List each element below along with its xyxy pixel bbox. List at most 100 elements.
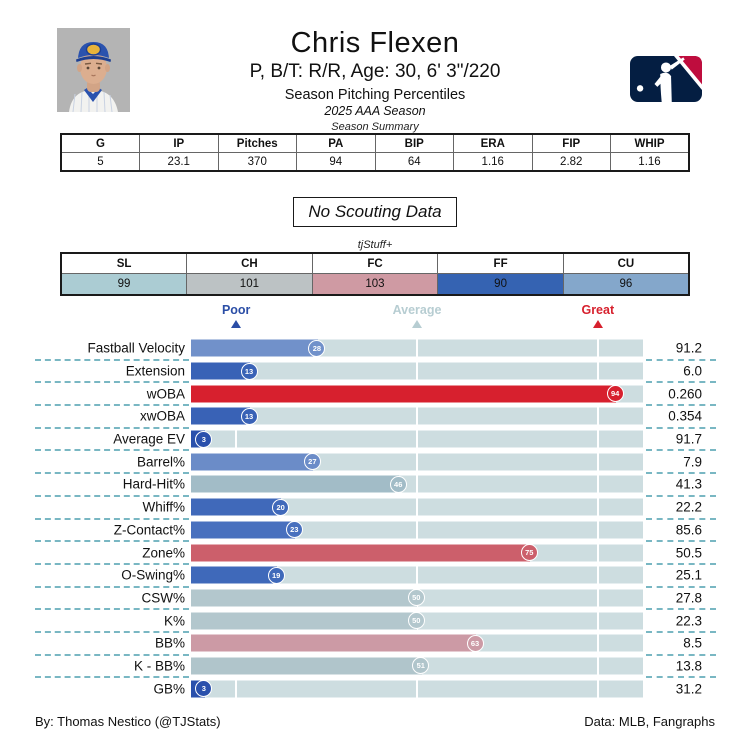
- percentile-fill: [191, 475, 399, 493]
- season-summary-header-cell: WHIP: [610, 133, 690, 153]
- tjstuff-table: SL CH FC FF CU 99 101 103 90 96: [60, 252, 690, 296]
- row-separator-dash: [35, 358, 189, 361]
- percentile-row: CSW% 50 27.8: [0, 587, 750, 611]
- stat-label: xwOBA: [139, 408, 185, 424]
- header-title-block: Chris Flexen P, B/T: R/R, Age: 30, 6' 3"…: [140, 27, 610, 119]
- season-summary-header-cell: IP: [139, 133, 219, 153]
- axis-marker-label: Average: [392, 303, 442, 317]
- row-separator-dash: [646, 653, 716, 656]
- row-separator-dash: [646, 540, 716, 543]
- season-summary-header-cell: FIP: [531, 133, 611, 153]
- row-separator-dash: [646, 494, 716, 497]
- percentile-fill: [191, 544, 530, 562]
- percentile-track: 13: [191, 407, 643, 425]
- row-separator-dash: [35, 472, 189, 475]
- percentile-row: Barrel% 27 7.9: [0, 450, 750, 475]
- percentile-badge: 46: [389, 475, 407, 493]
- tjstuff-header-cell: SL: [60, 252, 188, 274]
- percentile-row: Fastball Velocity 28 91.2: [0, 337, 750, 361]
- player-bio: P, B/T: R/R, Age: 30, 6' 3"/220: [249, 61, 501, 83]
- track-gridline: [596, 339, 599, 357]
- page-title: Chris Flexen: [290, 27, 460, 59]
- axis-marker-great: Great: [553, 303, 643, 328]
- percentile-fill: [191, 521, 295, 539]
- track-gridline: [596, 362, 599, 380]
- row-separator-dash: [646, 676, 716, 679]
- track-gridline: [416, 362, 418, 380]
- season-summary-value-cell: 370: [217, 152, 297, 172]
- stat-label: Z-Contact%: [113, 522, 185, 538]
- stat-label: BB%: [154, 635, 185, 651]
- track-gridline: [416, 339, 418, 357]
- percentile-track: 23: [191, 521, 643, 539]
- track-gridline: [596, 521, 599, 539]
- track-gridline: [596, 544, 599, 562]
- row-separator-dash: [35, 517, 189, 520]
- percentile-track: 3: [191, 430, 643, 448]
- percentile-row: K - BB% 51 13.8: [0, 655, 750, 679]
- card-subtitle: Season Pitching Percentiles: [284, 87, 466, 104]
- track-gridline: [416, 430, 418, 448]
- stat-label: CSW%: [141, 590, 186, 606]
- percentile-row: wOBA 94 0.260: [0, 382, 750, 407]
- row-separator-dash: [35, 494, 189, 497]
- footer-credit: By: Thomas Nestico (@TJStats): [35, 714, 221, 729]
- track-gridline: [416, 498, 418, 516]
- track-gridline: [416, 475, 418, 493]
- tjstuff-value-cell: 103: [311, 273, 439, 296]
- season-summary-header-cell: G: [60, 133, 140, 153]
- stat-label: Fastball Velocity: [87, 340, 185, 356]
- percentile-row: GB% 3 31.2: [0, 677, 750, 700]
- percentile-row: Average EV 3 91.7: [0, 428, 750, 452]
- percentile-badge: 28: [308, 339, 326, 357]
- triangle-up-icon: [412, 320, 422, 328]
- axis-marker-label: Great: [581, 303, 615, 317]
- tjstuff-header-cell: CU: [562, 252, 690, 274]
- percentile-badge: 50: [407, 612, 425, 630]
- track-gridline: [596, 612, 599, 630]
- track-gridline: [596, 407, 599, 425]
- stat-value: 27.8: [675, 590, 702, 606]
- percentile-fill: [191, 339, 318, 357]
- track-gridline: [596, 589, 599, 607]
- row-separator-dash: [646, 585, 716, 588]
- row-separator-dash: [646, 358, 716, 361]
- player-photo: [57, 28, 130, 113]
- percentile-track: 19: [191, 566, 643, 584]
- row-separator-dash: [35, 608, 189, 611]
- row-separator-dash: [646, 426, 716, 429]
- track-gridline: [596, 566, 599, 584]
- track-gridline: [416, 521, 418, 539]
- row-separator-dash: [35, 676, 189, 679]
- percentile-track: 13: [191, 362, 643, 380]
- tjstuff-value-cell: 101: [186, 273, 313, 296]
- percentile-track: 27: [191, 453, 643, 471]
- row-separator-dash: [35, 585, 189, 588]
- stat-value: 31.2: [675, 681, 702, 697]
- stat-label: wOBA: [146, 386, 185, 402]
- percentile-fill: [191, 566, 277, 584]
- percentile-fill: [191, 589, 417, 607]
- stat-label: Hard-Hit%: [122, 476, 185, 492]
- track-gridline: [596, 475, 599, 493]
- stat-value: 7.9: [683, 454, 702, 470]
- season-summary-header-cell: Pitches: [217, 133, 297, 153]
- axis-marker-average: Average: [372, 303, 462, 328]
- tjstuff-header-cell: FC: [311, 252, 439, 274]
- stat-label: GB%: [153, 681, 185, 697]
- season-summary-value-cell: 23.1: [139, 152, 219, 172]
- row-separator-dash: [35, 653, 189, 656]
- stat-label: K - BB%: [133, 658, 185, 674]
- track-gridline: [235, 430, 238, 448]
- percentile-badge: 94: [606, 385, 624, 403]
- track-gridline: [596, 657, 599, 675]
- season-summary-header-cell: BIP: [374, 133, 454, 153]
- stat-value: 0.354: [668, 408, 702, 424]
- footer-data-source: Data: MLB, Fangraphs: [584, 714, 715, 729]
- percentile-badge: 13: [240, 362, 258, 380]
- stat-label: Zone%: [142, 545, 185, 561]
- percentile-row: O-Swing% 19 25.1: [0, 564, 750, 588]
- track-gridline: [596, 430, 599, 448]
- stat-value: 50.5: [675, 545, 702, 561]
- percentile-badge: 19: [267, 566, 285, 584]
